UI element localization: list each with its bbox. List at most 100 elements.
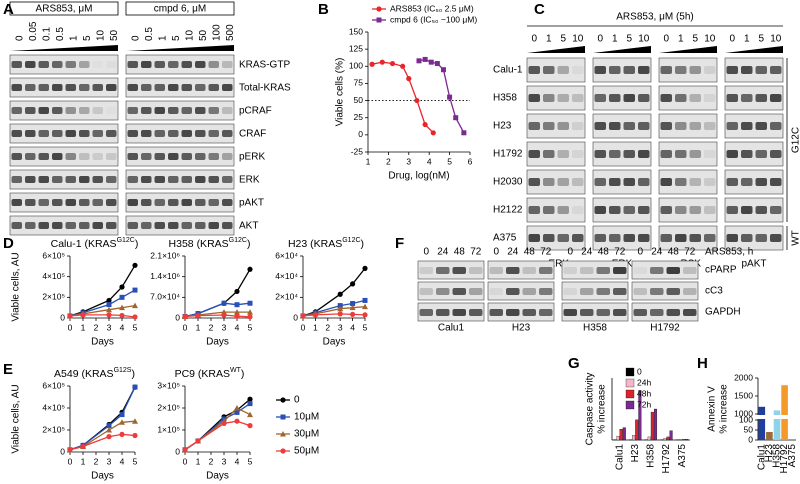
blot-band — [609, 178, 621, 186]
x-tick-label: 3 — [107, 322, 112, 332]
blot-band — [181, 107, 192, 114]
row-label: pAKT — [239, 198, 264, 209]
blot-band — [141, 222, 152, 229]
title-part: ) — [361, 238, 365, 250]
lane-label: 1 — [157, 35, 168, 41]
title-part: WT — [230, 367, 242, 374]
x-tick-label: 0 — [68, 322, 73, 332]
blot-band — [528, 94, 540, 102]
x-axis-label: Days — [206, 471, 229, 482]
blot-band — [660, 122, 672, 130]
blot-band — [596, 288, 610, 295]
blot-band — [79, 61, 90, 68]
blot-band — [25, 153, 36, 160]
data-point — [280, 448, 286, 454]
data-point — [234, 418, 240, 424]
blot-band — [154, 84, 165, 91]
blot-band — [11, 153, 22, 160]
data-point — [349, 304, 356, 311]
x-tick-label: 1 — [81, 456, 86, 466]
blot-band — [633, 288, 647, 295]
blot-band — [38, 84, 49, 91]
lane-label: 72 — [684, 247, 696, 258]
title-part: ) — [135, 238, 139, 250]
blot-band — [92, 130, 103, 137]
data-point — [376, 6, 382, 12]
bar — [650, 411, 654, 441]
title-part: A549 (KRAS — [54, 368, 114, 380]
legend-label: 0 — [294, 395, 300, 406]
blot-band — [660, 150, 672, 158]
row-label: H2122 — [493, 205, 523, 216]
blot-band — [79, 199, 90, 206]
data-point — [80, 312, 86, 318]
row-label: cC3 — [705, 286, 723, 297]
blot-band — [528, 178, 540, 186]
blot-band — [141, 153, 152, 160]
blot-band — [52, 107, 63, 114]
row-label: H358 — [493, 93, 517, 104]
y-axis-label: Annexin V — [707, 386, 718, 432]
blot-band — [79, 153, 90, 160]
x-tick-label: 2 — [325, 322, 330, 332]
data-point — [362, 297, 368, 303]
x-tick-label: H1792 — [661, 444, 672, 474]
blot-band — [572, 66, 584, 74]
blot-band — [755, 94, 767, 102]
x-tick-label: H358 — [772, 444, 783, 468]
blot-band — [633, 267, 647, 274]
blot-strip — [417, 281, 485, 301]
data-point — [440, 67, 446, 73]
panel-letter: H — [697, 355, 708, 372]
blot-band — [92, 84, 103, 91]
data-point — [312, 312, 318, 318]
blot-band — [38, 222, 49, 229]
blot-band — [726, 178, 738, 186]
data-point — [416, 58, 422, 64]
blot-band — [141, 130, 152, 137]
blot-band — [195, 153, 206, 160]
blot-band — [65, 130, 76, 137]
blot-band — [675, 206, 687, 214]
data-point — [447, 94, 453, 100]
lane-label: 0.5 — [55, 27, 66, 41]
data-point — [234, 405, 240, 411]
blot-band — [106, 222, 117, 229]
y-tick-label: 0 — [60, 446, 65, 456]
blot-band — [92, 153, 103, 160]
x-axis-label: Days — [323, 337, 346, 348]
blot-band — [25, 199, 36, 206]
y-axis-label: % increase — [597, 384, 608, 434]
dose-wedge — [593, 46, 651, 53]
blot-band — [469, 267, 483, 274]
lane-label: 72 — [470, 247, 482, 258]
title-part: ) — [247, 238, 251, 250]
blot-band — [623, 94, 635, 102]
x-tick-label: 0 — [183, 456, 188, 466]
lane-label: 0.5 — [144, 27, 155, 41]
y-tick-label: 2×10⁵ — [42, 292, 65, 302]
data-point — [247, 309, 253, 315]
blot-band — [127, 130, 138, 137]
bar — [653, 408, 657, 441]
y-tick-label: 2×10⁴ — [275, 292, 298, 302]
y-tick-label: 0 — [358, 129, 363, 139]
x-tick-label: 5 — [133, 456, 138, 466]
blot-strip — [9, 192, 119, 213]
bar — [635, 419, 639, 441]
data-point — [362, 312, 368, 318]
data-point — [106, 297, 112, 304]
blot-band — [572, 178, 584, 186]
data-point — [247, 314, 253, 320]
header-box — [9, 1, 119, 16]
blot-band — [594, 206, 606, 214]
blot-band — [79, 130, 90, 137]
blot-band — [38, 176, 49, 183]
lane-label: 24 — [651, 247, 663, 258]
y-tick-label: 0 — [748, 434, 753, 444]
blot-band — [65, 222, 76, 229]
lane-label: 1 — [546, 34, 552, 45]
data-point — [247, 300, 253, 306]
blot-band — [638, 206, 650, 214]
chart-title: H23 (KRASG12C) — [288, 237, 364, 249]
